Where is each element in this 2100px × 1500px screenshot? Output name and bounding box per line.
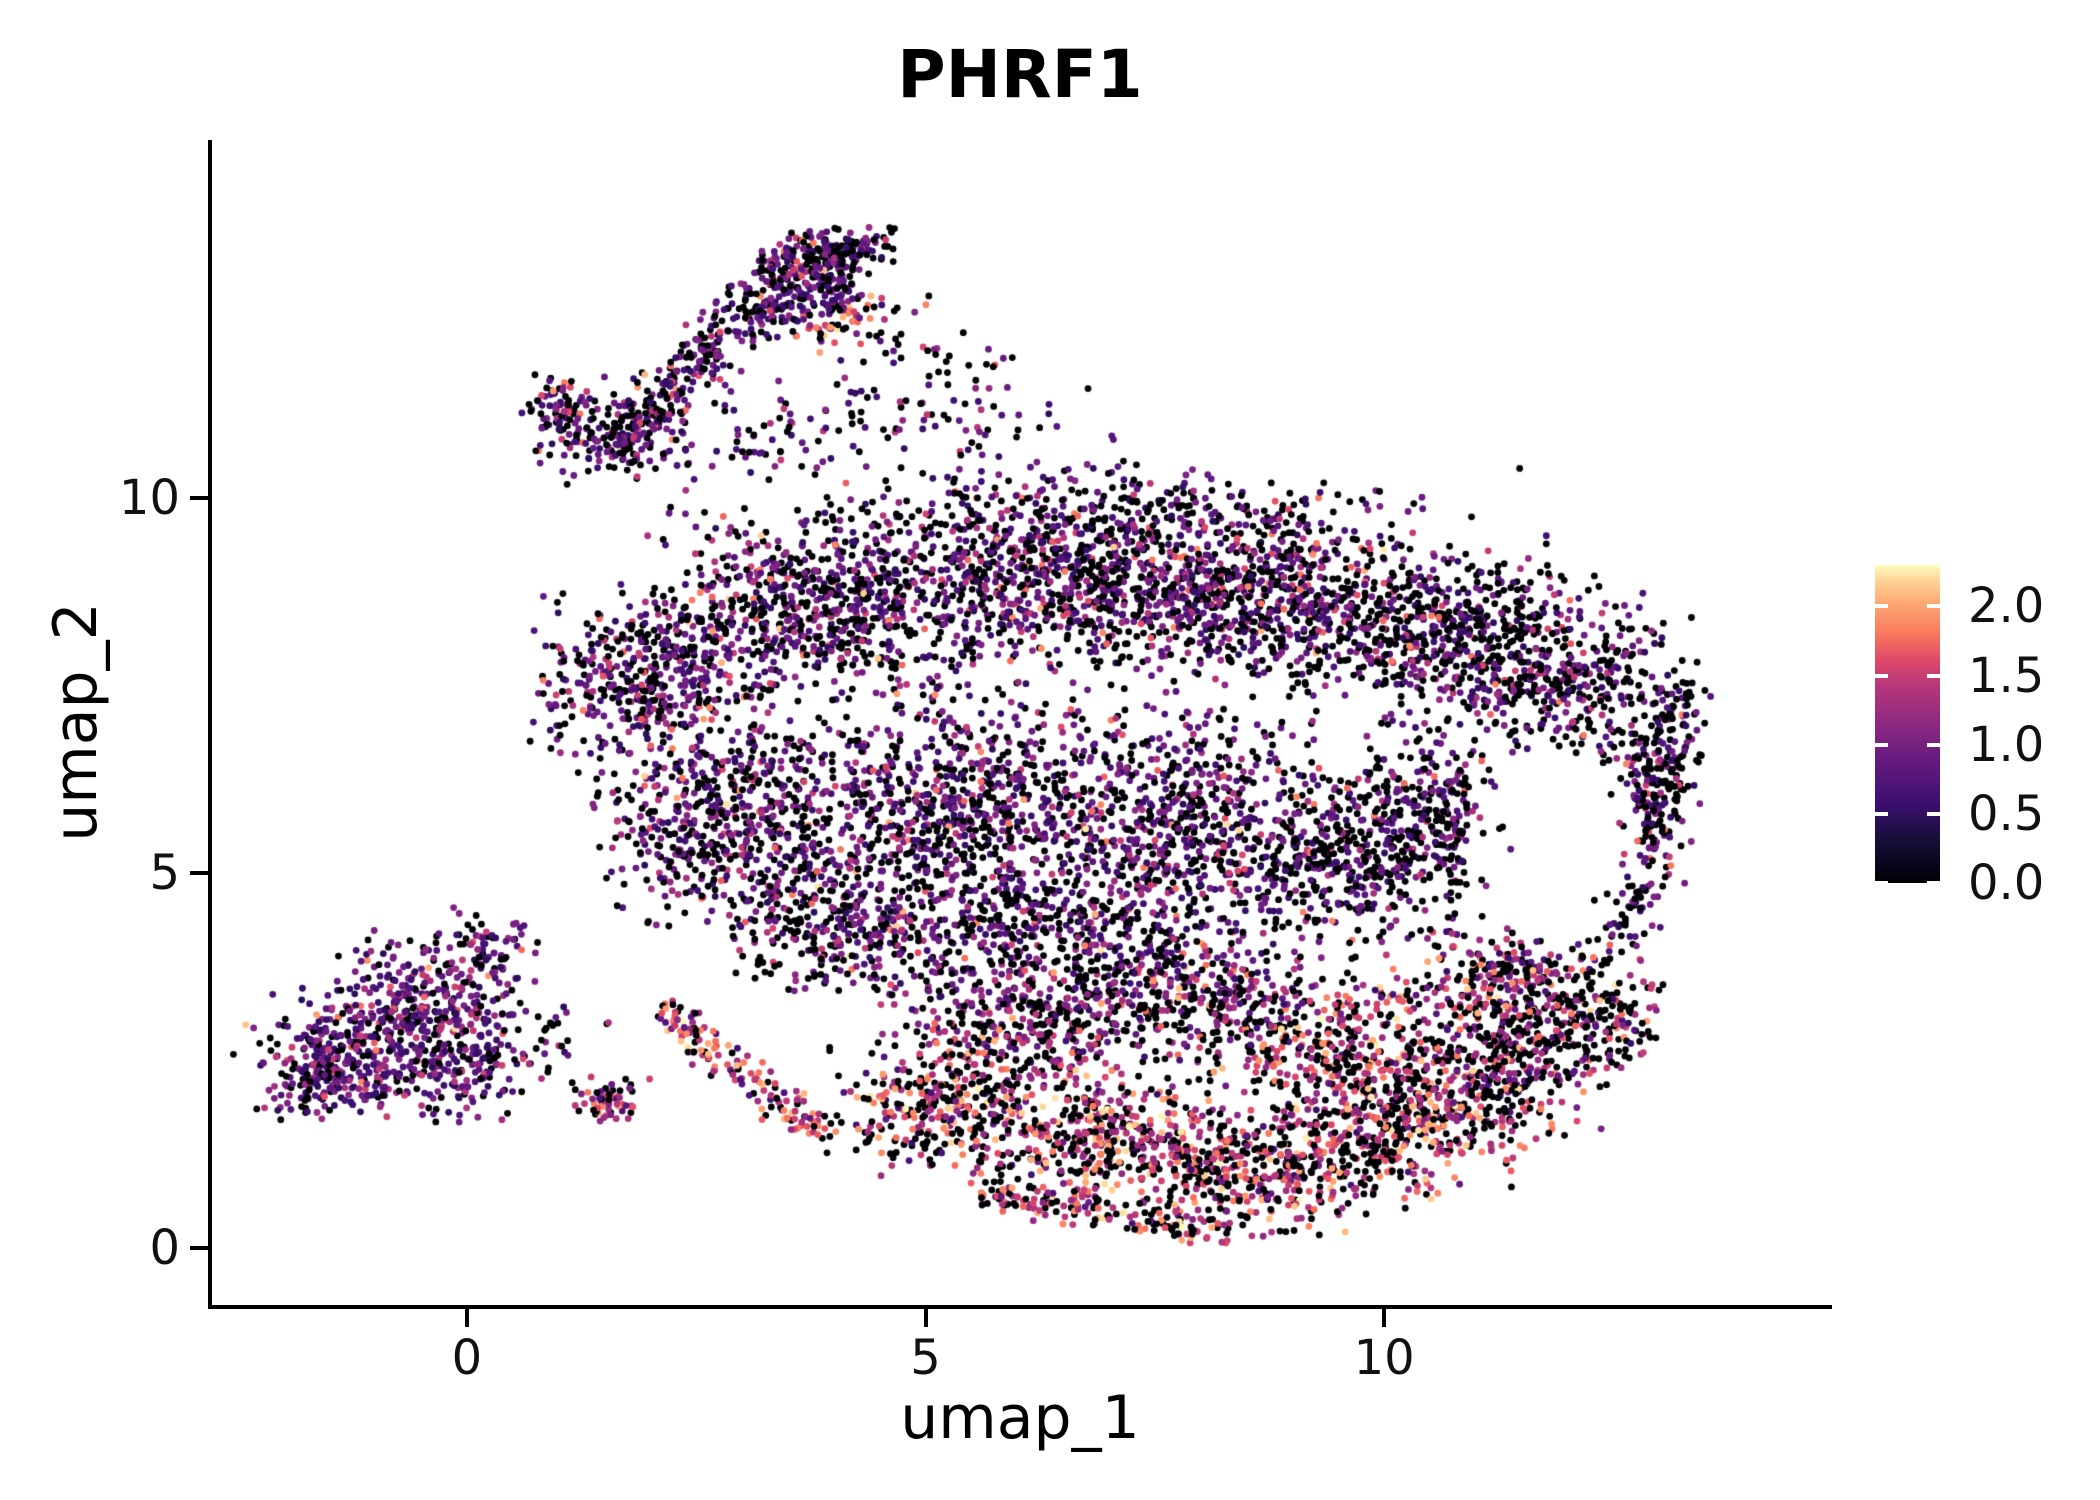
x-tick-label: 0 (451, 1330, 483, 1386)
y-tick-mark (190, 495, 208, 500)
colorbar-tick-mark (1875, 604, 1888, 609)
colorbar-tick-mark (1875, 742, 1888, 747)
colorbar-tick-label: 0.5 (1968, 785, 2045, 842)
x-axis-title: umap_1 (900, 1383, 1140, 1453)
colorbar-tick-label: 1.5 (1968, 647, 2045, 704)
colorbar-tick-mark (1875, 811, 1888, 816)
colorbar-tick-mark (1927, 673, 1940, 678)
colorbar-tick-mark (1875, 673, 1888, 678)
x-tick-mark (464, 1309, 469, 1327)
x-tick-label: 5 (910, 1330, 941, 1386)
x-tick-mark (1382, 1309, 1387, 1327)
colorbar-gradient (1875, 565, 1940, 883)
y-axis-title: umap_2 (41, 602, 111, 842)
y-axis-line (208, 140, 212, 1306)
colorbar-tick-label: 2.0 (1968, 578, 2045, 635)
colorbar-tick-mark (1875, 881, 1888, 885)
colorbar-tick-label: 1.0 (1968, 716, 2045, 773)
colorbar-tick-mark (1927, 811, 1940, 816)
colorbar-tick-mark (1927, 881, 1940, 885)
y-tick-mark (190, 1245, 208, 1250)
plot-title: PHRF1 (897, 36, 1143, 113)
umap-scatter-canvas (210, 140, 1830, 1305)
x-axis-line (208, 1305, 1832, 1309)
y-tick-label: 10 (118, 469, 180, 526)
y-tick-label: 5 (149, 844, 180, 901)
colorbar-tick-mark (1927, 742, 1940, 747)
x-tick-mark (923, 1309, 928, 1327)
colorbar-tick-label: 0.0 (1968, 855, 2045, 911)
colorbar-tick-mark (1927, 604, 1940, 609)
x-tick-label: 10 (1353, 1330, 1415, 1386)
y-tick-mark (190, 870, 208, 875)
y-tick-label: 0 (149, 1219, 180, 1276)
